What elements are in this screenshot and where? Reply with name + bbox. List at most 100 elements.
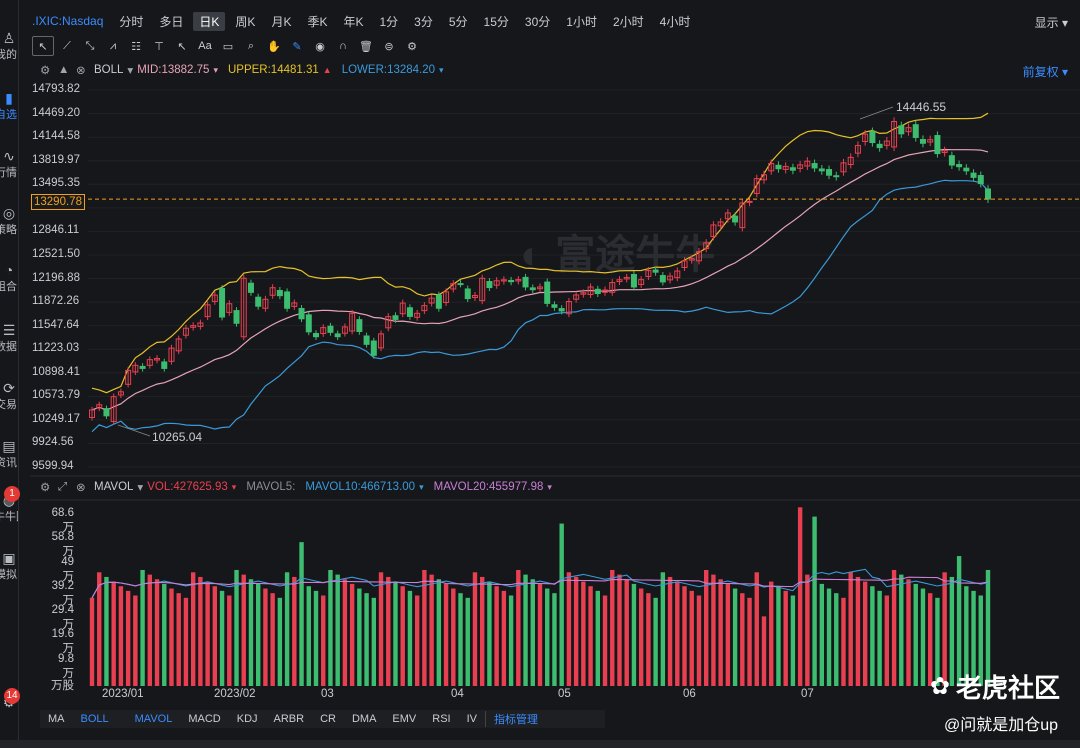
timeframe-tab[interactable]: 1分 [379,14,399,29]
database-icon: ☰ [2,322,16,338]
timeframe-tab[interactable]: 日K [193,11,226,31]
gamepad-icon: ▣ [2,550,16,566]
volume-bar [378,572,384,686]
candle-body [378,333,385,349]
timeframe-tab[interactable]: 5分 [448,14,468,29]
bulb-icon: ◎ [2,205,16,221]
timeframe-tab[interactable]: 15分 [483,14,509,29]
vol-indicator-name[interactable]: MAVOL [94,481,134,493]
indicator-tab[interactable]: MA [48,713,65,725]
timeframe-tab[interactable]: 年K [343,14,364,29]
timeframe-tab[interactable]: 2小时 [612,14,644,29]
indicator-tab[interactable]: RSI [432,713,451,725]
volume-bar [140,569,145,686]
price-tick-label: 10573.79 [32,389,80,402]
timeframe-tab[interactable]: 周K [235,14,256,29]
magnet-icon[interactable]: ∩ [339,40,347,52]
gear-icon[interactable]: ⚙ [40,482,51,494]
timeframe-tab[interactable]: 1小时 [566,14,597,29]
arrow-tool-icon[interactable]: ↖ [177,40,187,53]
horizontal-line-icon[interactable]: ⊤ [154,40,164,53]
candle-body [320,327,327,335]
sidebar-item-gamepad[interactable]: ▣ 模拟 [0,550,18,582]
indicator-tab[interactable]: MACD [188,713,221,725]
timeframe-tab[interactable]: 分时 [119,14,144,29]
trash-icon[interactable]: 🗑 [359,40,373,53]
indicator-tab[interactable]: 指标管理 [485,711,546,727]
candle-body [529,287,536,291]
line-tool-icon[interactable]: ⟋ [63,39,71,52]
gear-icon[interactable]: ⚙ [407,40,417,53]
sidebar-item-label: 资讯 [0,457,17,469]
candle-body [479,277,486,302]
timeframe-tab[interactable]: 30分 [524,14,551,29]
user-icon: ♙ [2,30,16,46]
candle-body [963,167,970,172]
sidebar-item-pie[interactable]: ◔ 组合 [0,262,18,294]
fib-tool-icon[interactable]: ☷ [131,40,141,53]
candle-body [941,150,948,154]
sidebar-item-bulb[interactable]: ◎ 策略 [0,205,18,237]
candle-body [630,274,637,288]
sidebar-item-label: 自选 [0,109,17,121]
candle-body [782,165,789,170]
collapse-icon[interactable]: ▲ [58,64,70,76]
expand-icon[interactable]: ⤢ [58,480,68,493]
close-icon[interactable]: ⊗ [76,65,86,77]
candle-body [175,338,182,352]
indicator-tab[interactable]: CR [320,713,336,725]
sidebar-item-watchlist[interactable]: ▮ 自选 [0,90,18,122]
eye-icon[interactable]: ◉ [315,40,325,53]
sidebar-item-label: 模拟 [0,569,17,581]
display-menu-button[interactable]: 显示 ▾ [1034,16,1068,30]
candle-body [89,409,95,418]
symbol-label[interactable]: .IXIC:Nasdaq [32,14,104,28]
lower-value: LOWER:13284.20 [341,64,436,76]
timeframe-tab[interactable]: 多日 [159,14,184,29]
text-tool-icon[interactable]: Aa [198,40,212,52]
timeframe-tab[interactable]: 季K [307,14,328,29]
wave-tool-icon[interactable]: ⩘ [109,39,117,52]
timeframe-tab[interactable]: 4小时 [659,14,691,29]
volume-bar [638,588,644,686]
candle-body [862,133,869,143]
indicator-tab[interactable]: ARBR [273,713,305,725]
comment-icon[interactable]: ▭ [222,40,234,53]
boll-lower-line [91,179,989,433]
indicator-tab[interactable]: BOLL [80,713,109,725]
sidebar-item-database[interactable]: ☰ 数据 [0,322,18,354]
indicator-tab[interactable]: IV [466,713,478,725]
candle-body [667,275,674,281]
zoom-icon[interactable]: ⌕ [247,39,255,52]
indicator-tab[interactable]: KDJ [236,713,258,725]
trend-tool-icon[interactable]: ⤡ [85,39,95,52]
indicator-tab[interactable]: MAVOL [134,713,173,725]
indicator-tab[interactable]: EMV [392,713,417,725]
adjust-mode-button[interactable]: 前复权 ▾ [1022,65,1068,79]
hand-icon[interactable]: ✋ [267,40,281,53]
refresh-icon[interactable]: ⊜ [384,40,394,53]
sidebar-item-market[interactable]: ∿ 行情 [0,148,18,180]
indicator-tab[interactable]: DMA [351,713,377,725]
indicator-name[interactable]: BOLL [94,64,124,76]
volume-bar [682,586,687,686]
candle-body [919,138,926,144]
volume-bar [414,595,420,686]
candle-body [869,131,876,144]
time-tick-label: 2023/01 [102,688,144,700]
candle-body [695,251,702,262]
price-tick-label: 9924.56 [32,436,74,449]
candle-body [392,315,399,320]
timeframe-tab[interactable]: 3分 [414,14,433,29]
pen-icon[interactable]: ✎ [292,40,302,53]
sidebar-item-trade[interactable]: ⟳ 交易 [0,380,18,412]
sidebar-item-user[interactable]: ♙ 我的 [0,30,18,62]
gear-icon[interactable]: ⚙ [40,65,51,77]
close-icon[interactable]: ⊗ [76,482,86,494]
volume-bar [443,583,449,686]
sidebar-item-news[interactable]: ▤ 资讯 [0,438,18,470]
cursor-icon[interactable]: ↖ [32,36,54,56]
timeframe-tab[interactable]: 月K [271,14,292,29]
volume-bar [458,593,463,686]
